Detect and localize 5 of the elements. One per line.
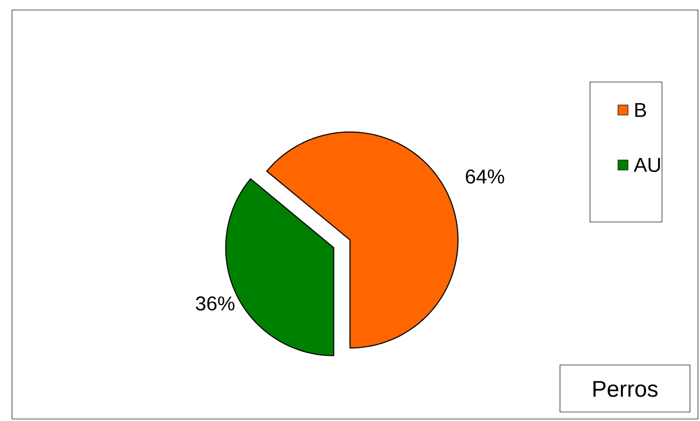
data-label: 36%	[196, 296, 234, 311]
data-label: 64%	[466, 169, 504, 184]
legend-label: B	[635, 103, 646, 117]
text: Perros	[593, 381, 658, 397]
legend-label: AU	[634, 158, 660, 172]
